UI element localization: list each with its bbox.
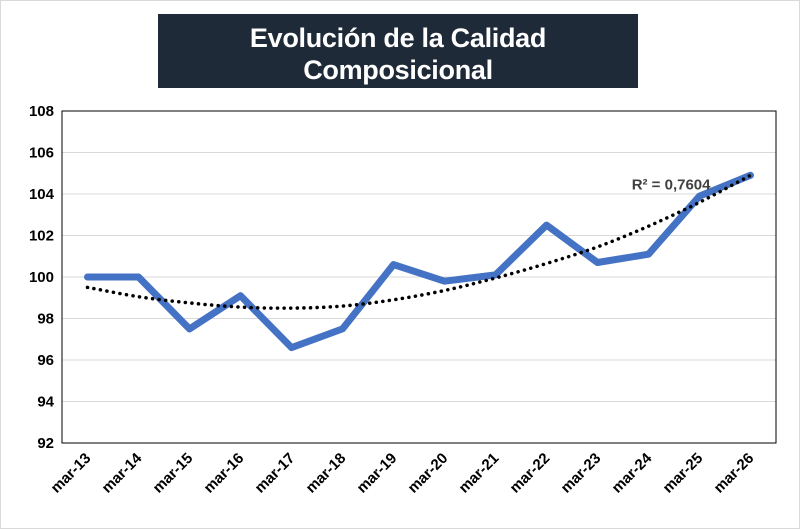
x-tick-label: mar-20 [405, 450, 452, 497]
x-tick-label: mar-13 [48, 450, 95, 497]
x-tick-label: mar-15 [150, 450, 197, 497]
series-group [84, 171, 754, 352]
plot-area-border [61, 110, 777, 444]
x-tick-label: mar-21 [456, 450, 503, 497]
x-tick-label: mar-26 [711, 450, 758, 497]
y-tick-label: 104 [29, 186, 55, 203]
x-tick-label: mar-22 [507, 450, 554, 497]
y-tick-label: 100 [29, 269, 54, 286]
x-tick-label: mar-24 [609, 449, 656, 496]
chart-title: Evolución de la Calidad Composicional [249, 23, 547, 85]
x-tick-label: mar-14 [99, 449, 146, 496]
series-line [84, 171, 754, 352]
y-tick-label: 96 [37, 352, 54, 369]
y-tick-label: 94 [37, 394, 54, 411]
x-tick-label: mar-16 [201, 450, 248, 497]
y-tick-label: 92 [37, 435, 54, 452]
x-tick-label: mar-19 [354, 450, 401, 497]
x-tick-label: mar-23 [558, 450, 605, 497]
y-tick-label: 108 [29, 103, 54, 120]
y-tick-label: 102 [29, 228, 54, 245]
x-axis-ticks: mar-13 mar-14 mar-15 mar-16 mar-17 mar-18 mar-… [48, 449, 758, 496]
y-tick-label: 98 [37, 311, 54, 328]
chart-subtitle: - marzo de cada año, Base 2013 = 100 - [227, 88, 569, 109]
y-axis-ticks: 92 94 96 98 100 102 104 106 108 [29, 103, 55, 452]
trendline-group [85, 173, 753, 310]
x-tick-label: mar-17 [252, 450, 299, 497]
gridlines [62, 110, 776, 444]
r-squared-annotation: R² = 0,7604 [632, 176, 711, 193]
trendline [85, 173, 753, 310]
chart-title-box: Evolución de la Calidad Composicional - … [158, 14, 638, 109]
y-tick-label: 106 [29, 145, 54, 162]
x-tick-label: mar-18 [303, 450, 350, 497]
x-tick-label: mar-25 [660, 450, 707, 497]
